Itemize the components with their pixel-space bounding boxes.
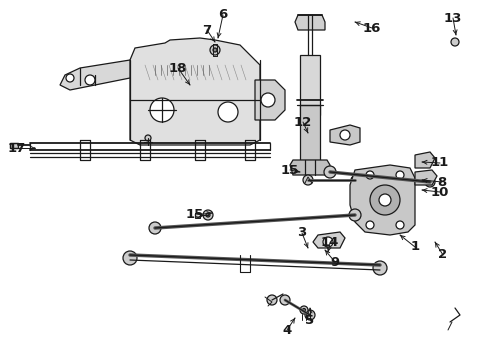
Polygon shape <box>415 152 435 168</box>
Text: 2: 2 <box>439 248 447 261</box>
Circle shape <box>305 310 315 320</box>
Text: 13: 13 <box>444 12 462 24</box>
Circle shape <box>379 194 391 206</box>
Text: 4: 4 <box>282 324 292 337</box>
Text: 9: 9 <box>330 256 340 269</box>
Text: 1: 1 <box>411 240 419 253</box>
Circle shape <box>150 98 174 122</box>
Circle shape <box>323 237 333 247</box>
Text: 11: 11 <box>431 157 449 170</box>
Polygon shape <box>330 125 360 145</box>
Polygon shape <box>350 165 415 235</box>
Text: 16: 16 <box>363 22 381 35</box>
Circle shape <box>203 210 213 220</box>
Bar <box>10 143 18 148</box>
Circle shape <box>324 166 336 178</box>
Polygon shape <box>295 15 325 30</box>
Circle shape <box>303 175 313 185</box>
Text: 15: 15 <box>186 208 204 221</box>
Circle shape <box>373 261 387 275</box>
Circle shape <box>340 130 350 140</box>
Text: 14: 14 <box>321 237 339 249</box>
Text: 7: 7 <box>202 23 212 36</box>
Circle shape <box>210 45 220 55</box>
Circle shape <box>370 185 400 215</box>
Polygon shape <box>60 60 130 90</box>
Circle shape <box>366 171 374 179</box>
Text: 12: 12 <box>294 116 312 129</box>
Circle shape <box>396 171 404 179</box>
Bar <box>300 55 320 115</box>
Text: 5: 5 <box>305 314 315 327</box>
Circle shape <box>366 221 374 229</box>
Circle shape <box>302 309 305 311</box>
Circle shape <box>300 306 308 314</box>
Circle shape <box>396 221 404 229</box>
Circle shape <box>261 93 275 107</box>
Circle shape <box>213 48 217 52</box>
Text: 8: 8 <box>438 175 446 189</box>
Text: 3: 3 <box>297 226 307 239</box>
Circle shape <box>351 176 359 184</box>
Circle shape <box>145 135 151 141</box>
Circle shape <box>280 295 290 305</box>
Circle shape <box>85 75 95 85</box>
Circle shape <box>123 251 137 265</box>
Polygon shape <box>130 38 260 145</box>
Text: 15: 15 <box>281 163 299 176</box>
Circle shape <box>206 213 210 217</box>
Polygon shape <box>313 232 345 248</box>
Polygon shape <box>415 170 437 185</box>
Circle shape <box>149 222 161 234</box>
Text: 17: 17 <box>8 141 26 154</box>
Text: 10: 10 <box>431 185 449 198</box>
Circle shape <box>451 38 459 46</box>
Text: 18: 18 <box>169 62 187 75</box>
Polygon shape <box>255 80 285 120</box>
Polygon shape <box>290 160 330 175</box>
Text: 6: 6 <box>219 9 228 22</box>
Circle shape <box>267 295 277 305</box>
Circle shape <box>218 102 238 122</box>
Circle shape <box>425 177 435 187</box>
Circle shape <box>349 209 361 221</box>
Bar <box>300 105 320 160</box>
Circle shape <box>66 74 74 82</box>
